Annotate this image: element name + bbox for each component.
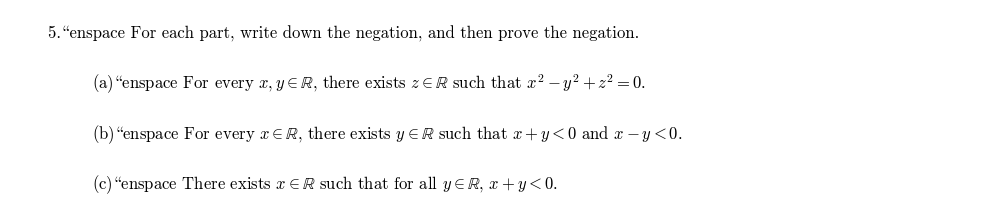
Text: 5.\enspace For each part, write down the negation, and then prove the negation.: 5.\enspace For each part, write down the… — [48, 26, 638, 42]
Text: (c)\enspace There exists $x \in \mathbb{R}$ such that for all $y \in \mathbb{R}$: (c)\enspace There exists $x \in \mathbb{… — [92, 174, 557, 196]
Text: (a)\enspace For every $x, y \in \mathbb{R}$, there exists $z \in \mathbb{R}$ suc: (a)\enspace For every $x, y \in \mathbb{… — [92, 72, 645, 96]
Text: (b)\enspace For every $x \in \mathbb{R}$, there exists $y \in \mathbb{R}$ such t: (b)\enspace For every $x \in \mathbb{R}$… — [92, 123, 682, 146]
